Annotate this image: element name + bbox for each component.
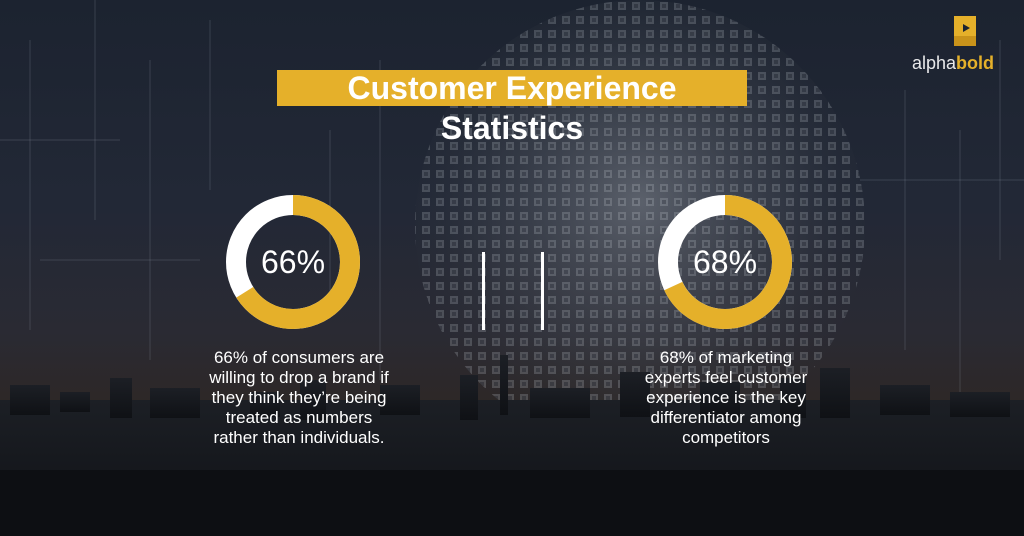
donut-arc-value: [658, 195, 792, 329]
logo-text-alpha: alpha: [912, 53, 957, 73]
light-streaks: [0, 0, 1024, 400]
title-line-1: Customer Experience: [277, 70, 747, 106]
title-block: Customer Experience Statistics: [277, 70, 747, 146]
donut-percent-label: 68%: [692, 243, 758, 280]
donut-ring: [226, 195, 360, 329]
divider-left: [482, 252, 485, 330]
alphabold-logo-mark: [954, 16, 976, 46]
donut-chart-68: 68%: [655, 192, 795, 332]
stat-description-1: 66% of consumers are willing to drop a b…: [209, 348, 389, 447]
donut-ring: [658, 195, 792, 329]
alphabold-logo-text: alphabold: [912, 53, 994, 73]
city-skyline: [0, 355, 1024, 536]
donut-percent-label: 66%: [260, 243, 326, 280]
stat-description-2: 68% of marketing experts feel customer e…: [644, 348, 808, 447]
donut-arc-value: [226, 195, 360, 329]
logo-text-bold: bold: [956, 53, 995, 73]
globe: [415, 0, 865, 450]
alphabold-logo: alphabold: [912, 16, 1012, 76]
divider-right: [541, 252, 544, 330]
title-line-2: Statistics: [440, 110, 584, 146]
donut-chart-66: 66%: [223, 192, 363, 332]
